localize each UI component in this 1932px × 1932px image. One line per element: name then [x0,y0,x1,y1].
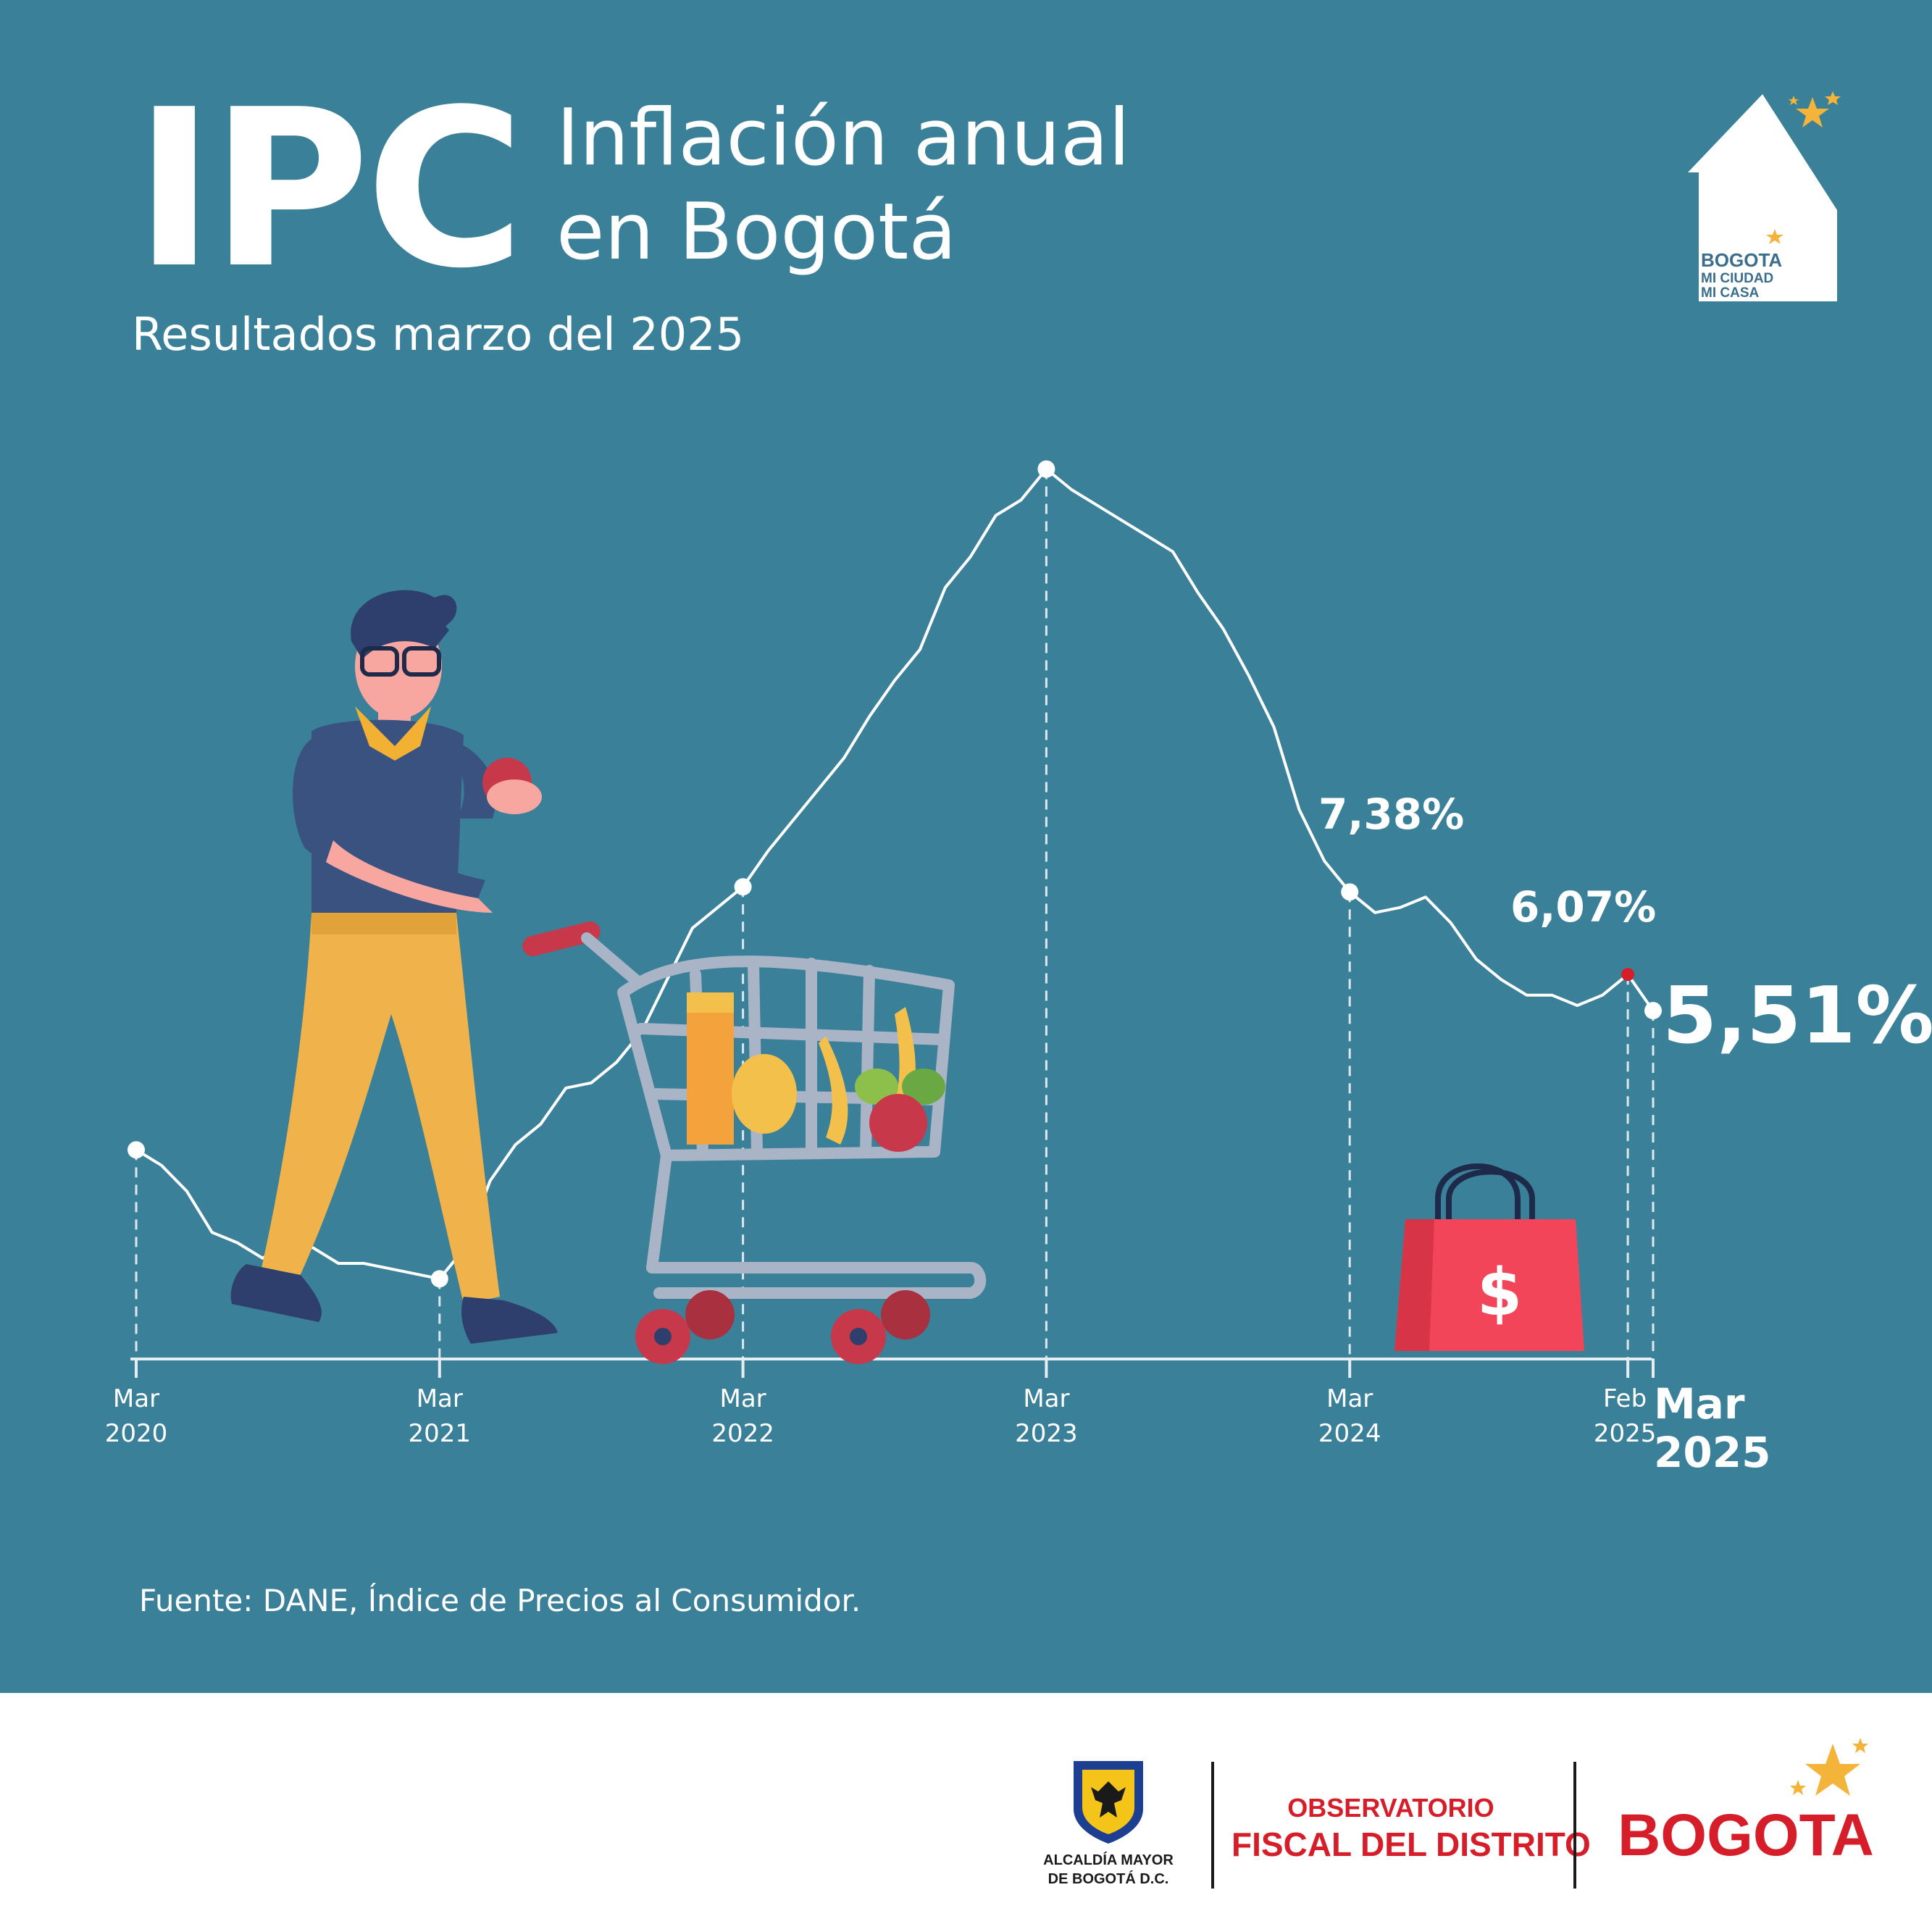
alcaldia-shield-logo [1074,1761,1143,1844]
x-tick-label-5: Feb 2025 [1567,1382,1683,1451]
series-line [135,467,1655,1281]
bogota-wordmark: BOGOTA [1618,1802,1874,1868]
x-tick-month: Mar [112,1384,160,1413]
observatorio-line-2: FISCAL DEL DISTRITO [1231,1826,1591,1863]
x-tick-label-4: Mar 2024 [1292,1382,1408,1451]
alcaldia-line-2: DE BOGOTÁ D.C. [1047,1871,1169,1887]
alcaldia-line-1: ALCALDÍA MAYOR [1043,1852,1174,1868]
x-tick-month: Mar [1023,1384,1070,1413]
title-line-1: Inflación anual [556,93,1131,183]
x-tick-year: 2022 [711,1418,774,1448]
star-icon [1766,229,1783,244]
x-tick-month: Mar [1654,1379,1745,1429]
data-label-mar-2025: 5,51% [1663,971,1932,1061]
star-icon [1789,96,1799,105]
data-label-mar-2024: 7,38% [1318,790,1465,839]
x-tick-label-current: Mar 2025 [1654,1380,1770,1476]
title-line-2: en Bogotá [556,187,957,277]
data-point-2022-03 [734,878,752,896]
x-tick-year: 2024 [1318,1418,1381,1448]
subtitle: Resultados marzo del 2025 [132,308,745,361]
data-point-2020-03 [127,1141,145,1159]
x-tick-year: 2020 [104,1418,168,1448]
footer-logos: ALCALDÍA MAYOR DE BOGOTÁ D.C. OBSERVATOR… [0,1693,1932,1932]
x-tick-year: 2021 [408,1418,472,1448]
source-note: Fuente: DANE, Índice de Precios al Consu… [139,1583,861,1618]
data-point-2025-03 [1644,1002,1662,1020]
x-tick-month: Mar [719,1384,766,1413]
shopper-illustration [230,590,558,1344]
x-tick-year: 2023 [1015,1418,1078,1448]
shopping-bag-illustration: $ [1394,1163,1584,1351]
data-point-2024-03 [1341,883,1359,901]
x-tick-label-2: Mar 2022 [685,1382,801,1451]
star-icon [1825,91,1841,105]
x-tick-month: Feb [1602,1384,1647,1413]
cart-illustration [522,921,987,1364]
x-tick-year: 2025 [1593,1418,1657,1448]
bogota-stars-icon [1790,1738,1868,1796]
data-label-feb-2025: 6,07% [1510,882,1657,932]
x-tick-year: 2025 [1654,1427,1771,1477]
x-tick-label-0: Mar 2020 [78,1382,194,1451]
house-logo: BOGOTA MI CIUDAD MI CASA [1688,91,1841,301]
data-point-2025-02 [1621,968,1635,982]
observatorio-line-1: OBSERVATORIO [1287,1793,1494,1823]
house-logo-line3: MI CASA [1701,285,1760,301]
dollar-icon: $ [1477,1255,1523,1331]
footer-divider [1573,1762,1576,1889]
x-tick-label-1: Mar 2021 [382,1382,498,1451]
footer-divider [1211,1762,1214,1889]
data-point-2023-03 [1037,460,1055,478]
inflation-line-chart [127,460,1662,1378]
house-logo-line1: BOGOTA [1701,249,1782,271]
ipc-heading: IPC [134,63,525,316]
x-tick-label-3: Mar 2023 [988,1382,1104,1451]
data-point-2021-03 [430,1270,448,1288]
star-icon [1796,97,1829,127]
x-tick-month: Mar [416,1384,463,1413]
house-logo-line2: MI CIUDAD [1701,271,1773,286]
x-tick-month: Mar [1326,1384,1373,1413]
